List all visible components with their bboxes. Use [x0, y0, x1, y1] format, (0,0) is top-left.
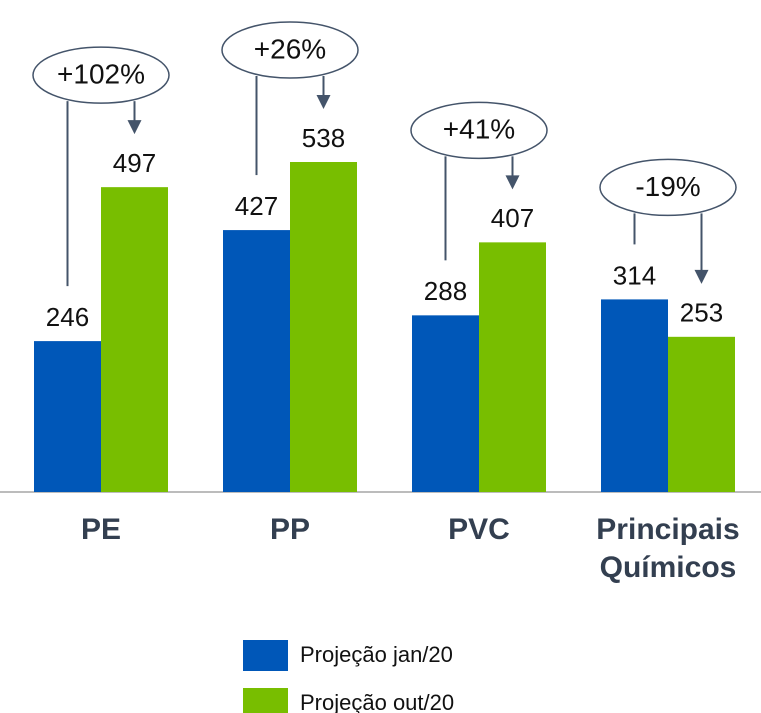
value-label: 314 — [613, 260, 656, 290]
annotation-label: +26% — [254, 33, 326, 64]
arrow-head — [694, 269, 709, 284]
bar — [479, 242, 546, 492]
annotation-ellipse — [32, 46, 170, 104]
annotation-label: -19% — [635, 171, 700, 202]
annotation-ellipse — [410, 101, 548, 160]
legend-swatch — [243, 640, 288, 671]
legend-label: Projeção out/20 — [300, 690, 454, 713]
category-label: Principais Químicos — [596, 513, 740, 584]
arrow-head — [127, 120, 142, 135]
annotation-label: +102% — [57, 59, 145, 90]
bar — [601, 299, 668, 492]
annotation-ellipse — [599, 158, 737, 217]
legend-swatch — [243, 688, 288, 713]
value-label: 246 — [46, 302, 89, 332]
bar — [223, 230, 290, 492]
category-label: PP — [269, 513, 311, 546]
value-label: 497 — [113, 148, 156, 178]
value-label: 288 — [424, 276, 467, 306]
arrow-head — [316, 95, 331, 109]
annotation-ellipse — [221, 21, 359, 79]
bar — [412, 315, 479, 492]
bar — [101, 187, 168, 493]
bar — [34, 341, 101, 492]
value-label: 538 — [302, 123, 345, 153]
bar — [668, 336, 735, 492]
arrow-head — [505, 175, 520, 190]
annotation-label: +41% — [443, 114, 515, 145]
value-label: 253 — [680, 298, 723, 328]
legend-label: Projeção jan/20 — [300, 642, 453, 667]
category-label: PE — [80, 513, 122, 546]
bar — [290, 162, 357, 492]
category-label: PVC — [448, 513, 510, 546]
value-label: 407 — [491, 203, 534, 233]
value-label: 427 — [235, 191, 278, 221]
